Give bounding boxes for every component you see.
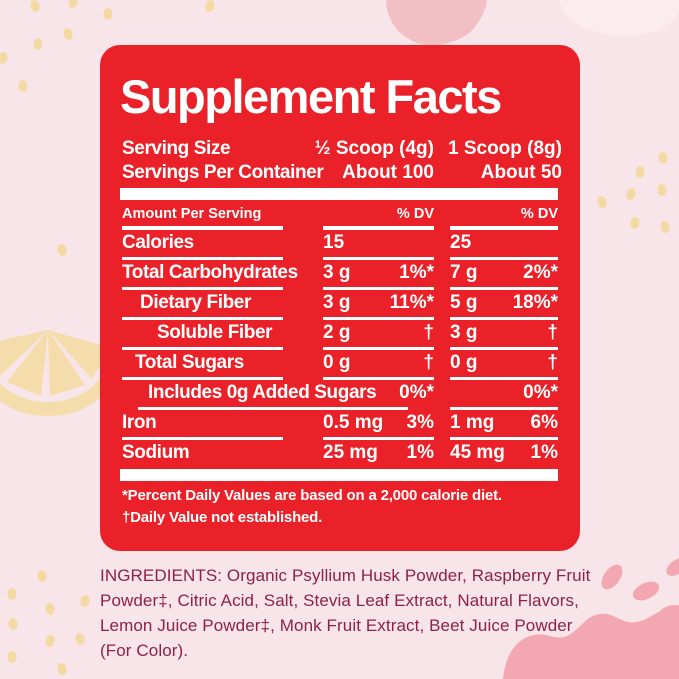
row-separator: [100, 437, 580, 440]
header-separator: [100, 226, 580, 230]
pink-blob-icon: [386, 0, 487, 46]
row-separator: [100, 317, 580, 320]
serving-size-row: Serving Size ½ Scoop (4g) 1 Scoop (8g): [100, 138, 580, 162]
row-dietary-fiber: Dietary Fiber 3 g 11%* 5 g 18%*: [140, 292, 558, 313]
supplement-facts-panel: Supplement Facts Serving Size ½ Scoop (4…: [100, 45, 580, 551]
row-iron: Iron 0.5 mg 3% 1 mg 6%: [122, 412, 558, 433]
ingredients-line: Powder‡, Citric Acid, Salt, Stevia Leaf …: [100, 591, 579, 610]
seed-dots-right-icon: [597, 152, 670, 233]
row-added-sugars: Includes 0g Added Sugars 0%* 0%*: [148, 382, 558, 403]
light-blob-icon: [558, 0, 679, 37]
row-separator: [100, 347, 580, 350]
seed-dots-bottom-left-icon: [7, 570, 90, 675]
berry-blob-icon: [503, 558, 679, 679]
panel-title: Supplement Facts: [120, 70, 502, 123]
amount-per-serving-header: Amount Per Serving: [122, 206, 262, 222]
servings-count-one-scoop: About 50: [480, 162, 562, 183]
ingredients-text: INGREDIENTS: Organic Psyllium Husk Powde…: [100, 563, 600, 663]
row-calories: Calories 15 25: [122, 232, 472, 253]
footnote-dv-not-established: †Daily Value not established.: [122, 509, 323, 526]
serving-size-label: Serving Size: [122, 138, 231, 159]
row-sodium: Sodium 25 mg 1% 45 mg 1%: [122, 442, 558, 463]
row-separator: [100, 377, 580, 380]
ingredients-line: INGREDIENTS: Organic Psyllium Husk Powde…: [100, 566, 591, 585]
row-separator: [100, 257, 580, 260]
row-total-carbohydrates: Total Carbohydrates 3 g 1%* 7 g 2%*: [122, 262, 558, 283]
footnote-daily-values: *Percent Daily Values are based on a 2,0…: [122, 487, 502, 504]
divider-bar-bottom: [120, 469, 558, 481]
dv-header-col2: % DV: [520, 206, 558, 222]
dv-header-col1: % DV: [396, 206, 434, 222]
divider-bar-top: [120, 188, 558, 200]
table-header: Amount Per Serving % DV % DV: [100, 206, 580, 226]
row-separator: [100, 287, 580, 290]
footnotes: *Percent Daily Values are based on a 2,0…: [122, 485, 562, 529]
serving-size-one-scoop: 1 Scoop (8g): [447, 138, 562, 159]
servings-per-container-row: Servings Per Container About 100 About 5…: [100, 162, 580, 186]
ingredients-line: Lemon Juice Powder‡, Monk Fruit Extract,…: [100, 616, 573, 635]
row-separator: [100, 407, 580, 410]
seed-dots-top-left-icon: [0, 0, 215, 256]
row-total-sugars: Total Sugars 0 g † 0 g †: [135, 352, 558, 373]
serving-size-half-scoop: ½ Scoop (4g): [314, 138, 434, 159]
citrus-slice-icon: [0, 330, 104, 416]
row-soluble-fiber: Soluble Fiber 2 g † 3 g †: [157, 322, 558, 343]
servings-per-container-label: Servings Per Container: [122, 162, 324, 183]
servings-count-half-scoop: About 100: [342, 162, 434, 183]
ingredients-line: (For Color).: [100, 641, 189, 660]
